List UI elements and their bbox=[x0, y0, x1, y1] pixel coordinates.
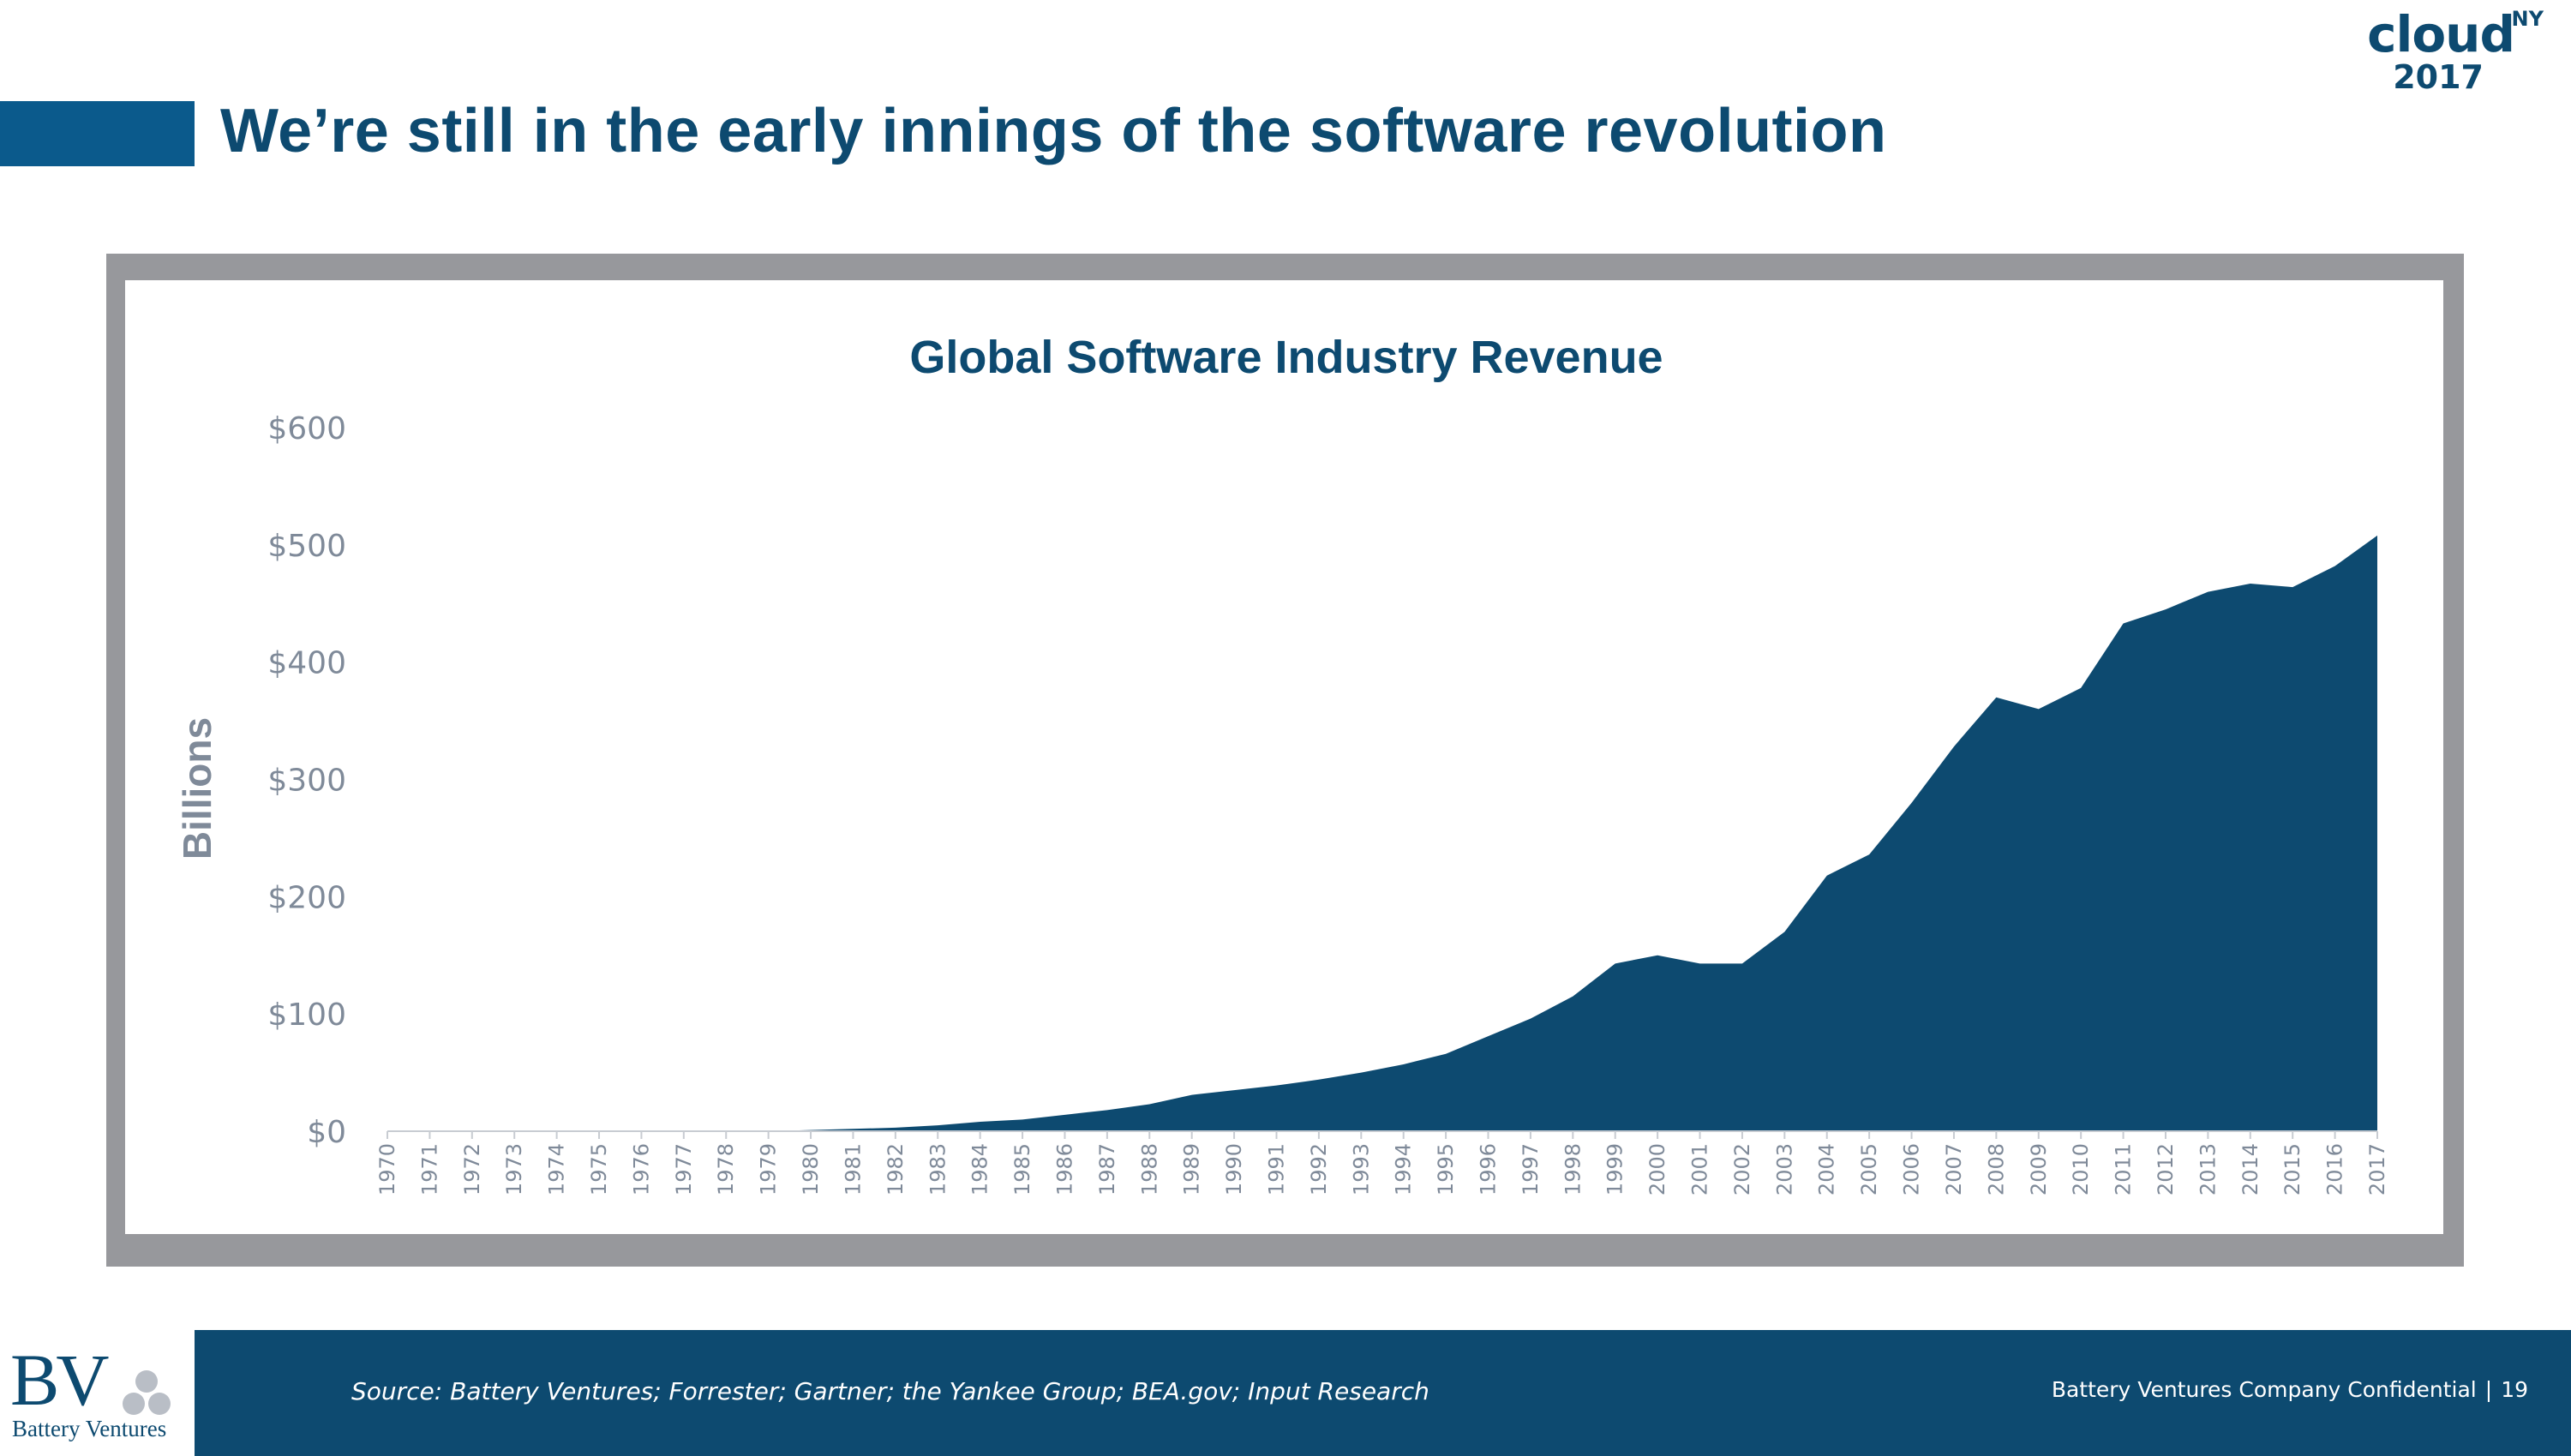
confidential-note: Battery Ventures Company Confidential | 19 bbox=[2052, 1377, 2528, 1402]
y-tick-label: $100 bbox=[267, 998, 346, 1033]
x-tick-label: 2002 bbox=[1730, 1143, 1754, 1195]
x-tick-label: 1976 bbox=[629, 1143, 653, 1195]
x-tick-label: 1983 bbox=[926, 1143, 950, 1195]
x-tick-label: 1996 bbox=[1477, 1143, 1501, 1195]
x-tick-label: 2016 bbox=[2323, 1143, 2347, 1195]
x-tick-label: 1979 bbox=[757, 1143, 781, 1195]
x-tick-label: 2004 bbox=[1815, 1143, 1839, 1195]
x-tick-label: 1998 bbox=[1561, 1143, 1585, 1195]
x-tick-label: 2001 bbox=[1688, 1143, 1712, 1195]
footer-separator: | bbox=[2484, 1377, 2493, 1402]
x-tick-label: 2012 bbox=[2154, 1143, 2178, 1195]
chart-panel: Global Software Industry Revenue Billion… bbox=[125, 280, 2443, 1234]
x-tick-label: 1997 bbox=[1519, 1143, 1543, 1195]
y-axis-label: Billions bbox=[175, 717, 219, 860]
x-tick-label: 2010 bbox=[2069, 1143, 2093, 1195]
x-tick-label: 1973 bbox=[502, 1143, 526, 1195]
x-tick-label: 2015 bbox=[2280, 1143, 2304, 1195]
x-tick-label: 1982 bbox=[884, 1143, 908, 1195]
cloud-ny-logo: cloud NY 2017 bbox=[2367, 5, 2545, 99]
bv-logo-dots-icon bbox=[123, 1370, 171, 1415]
x-tick-label: 1974 bbox=[545, 1143, 569, 1195]
bv-logo-name: Battery Ventures bbox=[12, 1416, 167, 1441]
x-tick-label: 1999 bbox=[1603, 1143, 1627, 1195]
x-tick-label: 2000 bbox=[1645, 1143, 1669, 1195]
cloud-logo-word: cloud bbox=[2367, 5, 2515, 63]
confidential-text: Battery Ventures Company Confidential bbox=[2051, 1377, 2477, 1402]
x-tick-label: 2007 bbox=[1942, 1143, 1966, 1195]
y-tick-label: $200 bbox=[267, 880, 346, 915]
x-tick-label: 2013 bbox=[2196, 1143, 2220, 1195]
x-tick-label: 1980 bbox=[799, 1143, 823, 1195]
x-tick-label: 2017 bbox=[2365, 1143, 2389, 1195]
x-tick-label: 1992 bbox=[1307, 1143, 1331, 1195]
slide-title: We’re still in the early innings of the … bbox=[220, 97, 1887, 165]
chart-frame: Global Software Industry Revenue Billion… bbox=[106, 254, 2464, 1267]
x-tick-label: 1986 bbox=[1052, 1143, 1076, 1195]
x-tick-label: 2011 bbox=[2112, 1143, 2136, 1195]
x-tick-label: 1990 bbox=[1222, 1143, 1246, 1195]
x-tick-label: 1977 bbox=[672, 1143, 696, 1195]
x-tick-label: 1994 bbox=[1392, 1143, 1416, 1195]
cloud-logo-superscript: NY bbox=[2511, 7, 2544, 31]
x-tick-label: 1978 bbox=[714, 1143, 738, 1195]
x-tick-label: 1972 bbox=[460, 1143, 484, 1195]
footer-bar bbox=[0, 1330, 2571, 1456]
x-tick-label: 2006 bbox=[1900, 1143, 1924, 1195]
title-accent-bar bbox=[0, 101, 195, 166]
revenue-area bbox=[387, 535, 2377, 1131]
y-tick-label: $400 bbox=[267, 646, 346, 681]
x-tick-label: 1975 bbox=[587, 1143, 611, 1195]
x-tick-label: 2003 bbox=[1772, 1143, 1796, 1195]
y-tick-label: $0 bbox=[307, 1115, 346, 1150]
revenue-area-chart: Global Software Industry Revenue Billion… bbox=[175, 332, 2389, 1195]
x-tick-label: 2014 bbox=[2238, 1143, 2262, 1195]
y-tick-label: $300 bbox=[267, 764, 346, 799]
x-tick-label: 1991 bbox=[1264, 1143, 1288, 1195]
x-tick-label: 1970 bbox=[375, 1143, 399, 1195]
x-tick-label: 1981 bbox=[841, 1143, 865, 1195]
page-number: 19 bbox=[2501, 1377, 2528, 1402]
x-tick-label: 1987 bbox=[1095, 1143, 1119, 1195]
x-tick-label: 1984 bbox=[968, 1143, 992, 1195]
x-tick-label: 2008 bbox=[1984, 1143, 2008, 1195]
x-tick-label: 1985 bbox=[1010, 1143, 1034, 1195]
source-note: Source: Battery Ventures; Forrester; Gar… bbox=[351, 1377, 1429, 1405]
x-tick-label: 1989 bbox=[1180, 1143, 1204, 1195]
x-tick-label: 2005 bbox=[1857, 1143, 1881, 1195]
cloud-logo-year: 2017 bbox=[2393, 58, 2484, 96]
y-tick-label: $500 bbox=[267, 529, 346, 564]
bv-logo-letters: BV bbox=[10, 1339, 109, 1421]
x-tick-label: 1988 bbox=[1137, 1143, 1161, 1195]
x-tick-label: 2009 bbox=[2027, 1143, 2051, 1195]
chart-title: Global Software Industry Revenue bbox=[909, 332, 1663, 383]
x-tick-label: 1995 bbox=[1434, 1143, 1458, 1195]
x-tick-label: 1993 bbox=[1349, 1143, 1373, 1195]
x-tick-label: 1971 bbox=[417, 1143, 441, 1195]
y-tick-label: $600 bbox=[267, 411, 346, 446]
